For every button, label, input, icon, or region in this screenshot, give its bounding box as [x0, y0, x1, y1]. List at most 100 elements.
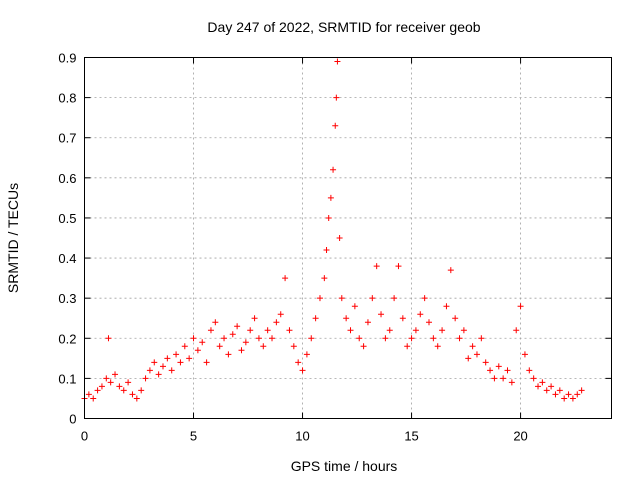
data-point — [332, 122, 339, 129]
data-point — [194, 347, 201, 354]
data-point — [286, 327, 293, 334]
y-tick-label: 0.2 — [58, 331, 76, 346]
data-point — [452, 315, 459, 322]
data-point — [330, 166, 337, 173]
data-point — [378, 311, 385, 318]
data-point — [269, 335, 276, 342]
data-point — [369, 295, 376, 302]
data-point — [404, 343, 411, 350]
data-point — [574, 391, 581, 398]
data-point — [391, 295, 398, 302]
data-point — [112, 371, 119, 378]
data-point — [173, 351, 180, 358]
data-point — [325, 214, 332, 221]
data-point — [412, 327, 419, 334]
data-point — [168, 367, 175, 374]
data-point — [495, 363, 502, 370]
data-point — [426, 319, 433, 326]
data-point — [351, 303, 358, 310]
data-point — [421, 295, 428, 302]
data-point — [408, 335, 415, 342]
data-point — [569, 395, 576, 402]
data-point — [456, 335, 463, 342]
data-point — [386, 327, 393, 334]
data-point — [323, 247, 330, 254]
chart-title: Day 247 of 2022, SRMTID for receiver geo… — [207, 19, 480, 35]
data-point — [543, 387, 550, 394]
data-point — [242, 339, 249, 346]
data-point — [321, 275, 328, 282]
data-point — [364, 319, 371, 326]
data-point — [120, 387, 127, 394]
x-tick-label: 10 — [295, 429, 309, 444]
data-point — [347, 327, 354, 334]
data-point — [491, 375, 498, 382]
y-tick-label: 0.1 — [58, 371, 76, 386]
data-point — [439, 327, 446, 334]
data-point — [207, 327, 214, 334]
data-point — [155, 371, 162, 378]
data-point — [548, 383, 555, 390]
y-tick-label: 0.6 — [58, 171, 76, 186]
data-point — [500, 375, 507, 382]
data-point — [105, 335, 112, 342]
data-point — [264, 327, 271, 334]
y-tick-label: 0.8 — [58, 91, 76, 106]
y-tick-label: 0.5 — [58, 211, 76, 226]
data-point — [565, 391, 572, 398]
data-point — [539, 379, 546, 386]
data-point — [216, 343, 223, 350]
data-point — [221, 335, 228, 342]
data-point — [98, 383, 105, 390]
data-point — [508, 379, 515, 386]
data-point — [312, 315, 319, 322]
data-point — [103, 375, 110, 382]
data-point — [373, 263, 380, 270]
data-point — [417, 311, 424, 318]
data-point — [260, 343, 267, 350]
data-point — [513, 327, 520, 334]
data-point — [273, 319, 280, 326]
data-point — [552, 391, 559, 398]
data-point — [521, 351, 528, 358]
data-point — [90, 395, 97, 402]
data-point — [164, 355, 171, 362]
data-point — [561, 395, 568, 402]
data-point — [469, 343, 476, 350]
y-tick-label: 0.4 — [58, 251, 76, 266]
data-point — [151, 359, 158, 366]
data-point — [334, 58, 341, 65]
data-point — [434, 343, 441, 350]
data-point — [530, 375, 537, 382]
data-point — [116, 383, 123, 390]
data-point — [85, 391, 92, 398]
data-point — [159, 363, 166, 370]
points-layer — [81, 58, 585, 402]
data-point — [395, 263, 402, 270]
y-tick-label: 0.7 — [58, 131, 76, 146]
data-point — [517, 303, 524, 310]
y-axis-label: SRMTID / TECUs — [5, 183, 21, 293]
data-point — [181, 343, 188, 350]
y-tick-label: 0 — [69, 412, 76, 427]
data-point — [338, 295, 345, 302]
data-point — [308, 335, 315, 342]
data-point — [295, 359, 302, 366]
data-point — [556, 387, 563, 394]
data-point — [277, 311, 284, 318]
data-point — [238, 347, 245, 354]
data-point — [443, 303, 450, 310]
data-point — [399, 315, 406, 322]
data-point — [482, 359, 489, 366]
data-point — [336, 235, 343, 241]
data-point — [333, 94, 340, 101]
data-point — [212, 319, 219, 326]
data-point — [460, 327, 467, 334]
tick-layer: 0 0.1 0.2 0.3 0.4 0.5 0.6 0.7 0.8 0.9 0 5 10 15 20 — [58, 51, 612, 444]
data-point — [125, 379, 132, 386]
data-point — [251, 315, 258, 322]
data-point — [465, 355, 472, 362]
plot-frame — [84, 57, 612, 419]
data-point — [138, 387, 145, 394]
